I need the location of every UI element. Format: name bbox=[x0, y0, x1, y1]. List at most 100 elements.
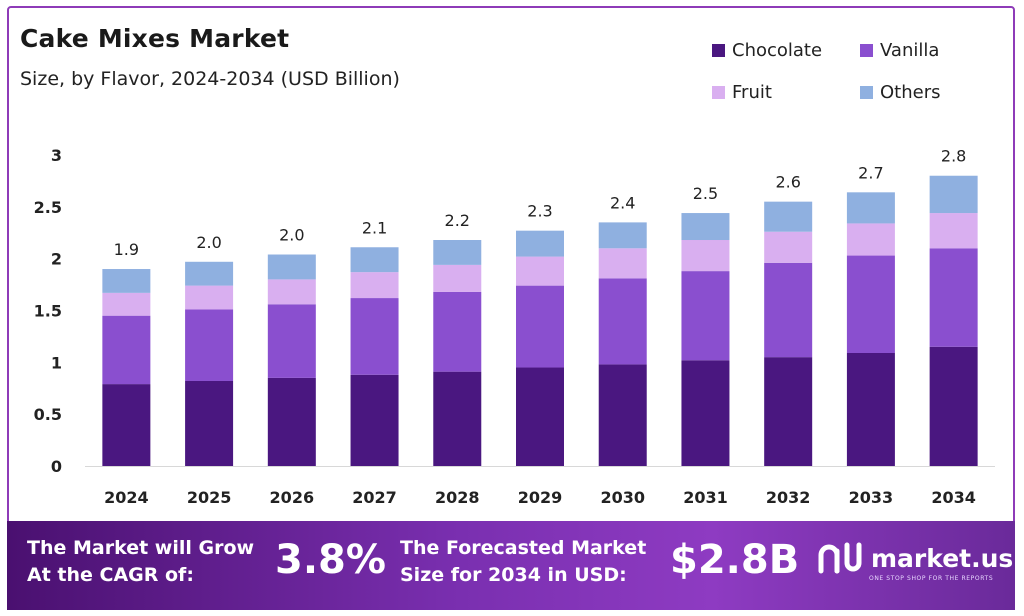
bar-total-label: 2.2 bbox=[445, 211, 470, 230]
cagr-label-line2: At the CAGR of: bbox=[27, 564, 194, 586]
brand-logo: market.us bbox=[817, 541, 1013, 575]
bar-segment-chocolate bbox=[516, 367, 564, 466]
bar-segment-chocolate bbox=[267, 377, 316, 466]
x-tick-label: 2032 bbox=[766, 488, 811, 507]
footer-banner: The Market will Grow At the CAGR of: 3.8… bbox=[7, 521, 1015, 610]
bar-total-label: 2.5 bbox=[693, 184, 718, 203]
bar-segment-chocolate bbox=[598, 364, 647, 466]
cagr-value: 3.8% bbox=[275, 537, 386, 583]
bar-segment-vanilla bbox=[598, 278, 647, 365]
bar-total-label: 2.3 bbox=[527, 202, 552, 221]
bar-segment-chocolate bbox=[681, 360, 730, 466]
bar-segment-fruit bbox=[598, 248, 647, 279]
bar-total-label: 2.7 bbox=[858, 163, 883, 182]
x-tick-label: 2024 bbox=[104, 488, 149, 507]
chart-title: Cake Mixes Market bbox=[20, 24, 290, 53]
bar-segment-chocolate bbox=[102, 384, 151, 466]
legend-item-chocolate: Chocolate bbox=[712, 40, 822, 61]
y-tick-label: 0 bbox=[51, 457, 62, 476]
bar-total-label: 2.0 bbox=[196, 233, 221, 252]
bar-segment-vanilla bbox=[846, 255, 895, 354]
y-tick-label: 3 bbox=[51, 146, 62, 165]
legend-swatch-chocolate bbox=[712, 44, 725, 57]
y-tick-label: 2 bbox=[51, 250, 62, 269]
bar-segment-vanilla bbox=[185, 309, 234, 381]
x-tick-label: 2026 bbox=[270, 488, 315, 507]
forecast-label-line1: The Forecasted Market bbox=[400, 537, 647, 559]
bar-segment-chocolate bbox=[764, 357, 813, 466]
bar-total-label: 1.9 bbox=[114, 240, 139, 259]
legend-label-chocolate: Chocolate bbox=[732, 40, 823, 61]
x-tick-label: 2025 bbox=[187, 488, 232, 507]
bar-segment-fruit bbox=[929, 213, 978, 249]
bar-total-label: 2.1 bbox=[362, 218, 387, 237]
bar-segment-fruit bbox=[764, 231, 813, 263]
bar-segment-fruit bbox=[267, 279, 316, 305]
x-tick-label: 2034 bbox=[931, 488, 976, 507]
bar-segment-vanilla bbox=[764, 262, 813, 358]
bar-segment-vanilla bbox=[929, 248, 978, 347]
bar-segment-others bbox=[929, 175, 978, 214]
bar-segment-fruit bbox=[433, 264, 482, 292]
legend-swatch-vanilla bbox=[860, 44, 873, 57]
bar-segment-others bbox=[598, 222, 647, 249]
x-tick-label: 2027 bbox=[352, 488, 397, 507]
bar-segment-vanilla bbox=[516, 285, 564, 368]
legend-item-others: Others bbox=[860, 82, 941, 103]
legend-item-fruit: Fruit bbox=[712, 82, 772, 103]
brand-name: market.us bbox=[871, 543, 1014, 573]
x-tick-label: 2031 bbox=[683, 488, 728, 507]
cagr-label-line1: The Market will Grow bbox=[27, 537, 255, 559]
bar-segment-others bbox=[681, 213, 730, 241]
bar-segment-chocolate bbox=[185, 380, 234, 466]
bar-segment-fruit bbox=[516, 256, 564, 286]
bar-segment-vanilla bbox=[102, 315, 151, 385]
bar-segment-fruit bbox=[185, 285, 234, 310]
bar-segment-chocolate bbox=[350, 374, 399, 466]
legend-item-vanilla: Vanilla bbox=[860, 40, 939, 61]
brand-tagline: ONE STOP SHOP FOR THE REPORTS bbox=[869, 575, 994, 582]
y-tick-label: 0.5 bbox=[34, 405, 62, 424]
legend-swatch-fruit bbox=[712, 86, 725, 99]
y-tick-label: 1.5 bbox=[34, 302, 62, 321]
bar-segment-others bbox=[350, 247, 399, 273]
legend-label-vanilla: Vanilla bbox=[880, 40, 940, 61]
forecast-label: The Forecasted Market Size for 2034 in U… bbox=[400, 535, 646, 589]
forecast-value: $2.8B bbox=[670, 537, 800, 583]
bar-segment-others bbox=[185, 261, 234, 286]
bar-total-label: 2.4 bbox=[610, 193, 635, 212]
market-us-logo-icon bbox=[818, 542, 862, 574]
stacked-bar-chart: 0 0.5 1 1.5 2 2.5 3 1.9 2024 2.0 2025 2.0 2026 2.1 202… bbox=[34, 146, 995, 507]
bar-total-label: 2.8 bbox=[941, 147, 966, 166]
bar-segment-vanilla bbox=[681, 271, 730, 361]
bar-total-label: 2.0 bbox=[279, 226, 304, 245]
bar-segment-others bbox=[846, 192, 895, 224]
bar-segment-vanilla bbox=[350, 298, 399, 375]
bar-segment-chocolate bbox=[929, 346, 978, 466]
bar-segment-others bbox=[516, 230, 564, 257]
x-tick-label: 2028 bbox=[435, 488, 480, 507]
y-tick-label: 1 bbox=[51, 353, 62, 372]
x-tick-label: 2033 bbox=[849, 488, 894, 507]
bar-segment-fruit bbox=[681, 240, 730, 272]
bar-segment-vanilla bbox=[433, 291, 482, 372]
forecast-label-line2: Size for 2034 in USD: bbox=[400, 564, 627, 586]
bar-segment-fruit bbox=[102, 292, 151, 316]
x-tick-label: 2030 bbox=[600, 488, 645, 507]
legend-label-fruit: Fruit bbox=[732, 82, 772, 103]
y-tick-label: 2.5 bbox=[34, 198, 62, 217]
legend-swatch-others bbox=[860, 86, 873, 99]
cagr-label: The Market will Grow At the CAGR of: bbox=[27, 535, 254, 589]
bar-segment-chocolate bbox=[846, 353, 895, 466]
bar-segment-vanilla bbox=[267, 304, 316, 378]
bar-segment-fruit bbox=[350, 272, 399, 299]
legend-label-others: Others bbox=[880, 82, 941, 103]
bar-segment-fruit bbox=[846, 223, 895, 256]
bar-segment-others bbox=[433, 240, 482, 265]
chart-subtitle: Size, by Flavor, 2024-2034 (USD Billion) bbox=[20, 68, 400, 90]
legend: Chocolate Vanilla Fruit Others bbox=[712, 40, 1012, 120]
bar-segment-others bbox=[102, 269, 151, 293]
bar-segment-others bbox=[267, 254, 316, 280]
bar-total-label: 2.6 bbox=[775, 173, 800, 192]
bar-segment-others bbox=[764, 201, 813, 232]
